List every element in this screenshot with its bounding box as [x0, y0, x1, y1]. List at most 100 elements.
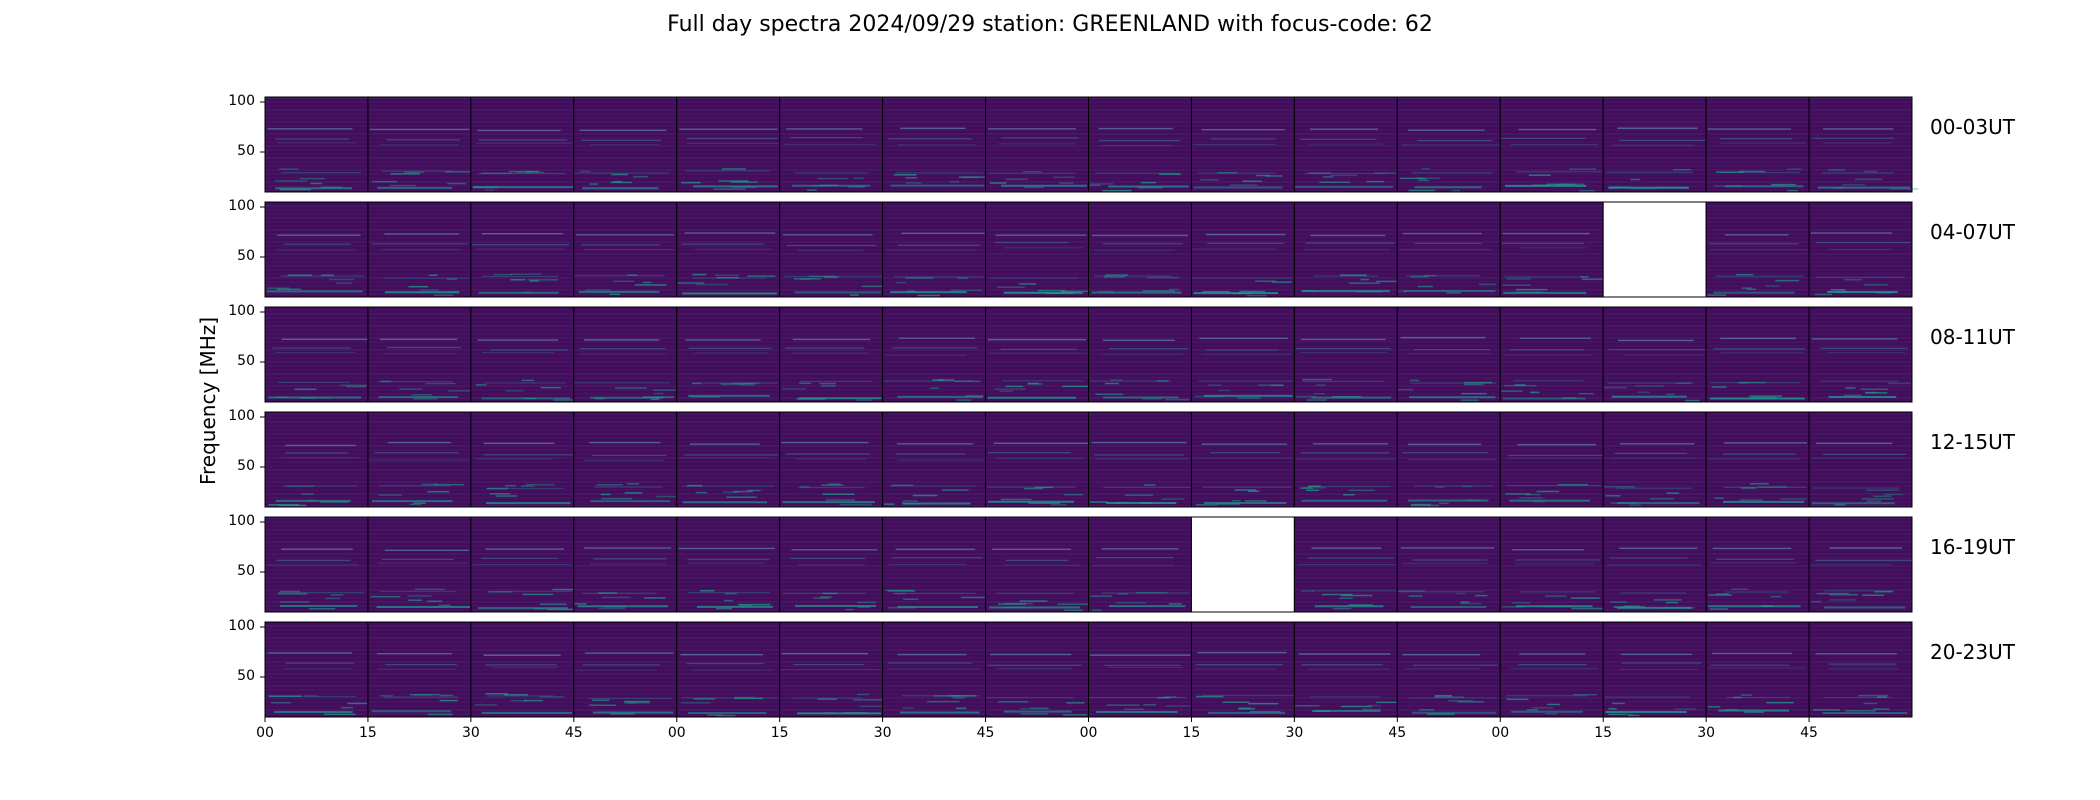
signal-speckle: [1147, 276, 1180, 279]
signal-speckle: [817, 177, 849, 180]
signal-speckle: [1858, 694, 1888, 697]
signal-speckle: [1828, 593, 1858, 596]
signal-speckle: [1376, 701, 1402, 704]
signal-speckle: [1169, 288, 1180, 291]
signal-speckle: [997, 701, 1029, 703]
signal-speckle: [716, 276, 739, 279]
signal-speckle: [1528, 174, 1551, 177]
signal-speckle: [700, 590, 715, 592]
signal-speckle: [1573, 693, 1597, 696]
signal-speckle: [1348, 489, 1376, 492]
signal-speckle: [1231, 292, 1252, 295]
signal-speckle: [1246, 294, 1267, 297]
signal-speckle: [1242, 180, 1262, 183]
signal-speckle: [487, 591, 513, 593]
signal-speckle: [1883, 493, 1904, 496]
spectrum-texture: [676, 97, 780, 192]
y-tick-label: 50: [237, 248, 255, 264]
signal-speckle: [601, 596, 631, 599]
y-tick-label: 50: [237, 458, 255, 474]
signal-speckle: [722, 491, 740, 494]
signal-speckle: [989, 182, 1007, 184]
signal-speckle: [1305, 489, 1320, 492]
signal-speckle: [938, 379, 955, 381]
signal-speckle: [1142, 290, 1176, 292]
signal-speckle: [1866, 500, 1882, 502]
signal-speckle: [1568, 168, 1596, 170]
spectra-row: [260, 201, 1913, 298]
signal-speckle: [903, 598, 919, 601]
signal-speckle: [893, 592, 907, 595]
signal-speckle: [1765, 285, 1780, 287]
signal-speckle: [895, 281, 907, 284]
signal-speckle: [1408, 595, 1423, 597]
missing-spectrum-panel: [1603, 202, 1707, 297]
signal-speckle: [1855, 178, 1883, 181]
signal-speckle: [1531, 707, 1554, 709]
y-tick-label: 100: [228, 93, 255, 109]
spectrum-texture: [367, 412, 471, 507]
signal-speckle: [917, 294, 940, 297]
signal-speckle: [1374, 172, 1406, 174]
signal-speckle: [857, 693, 870, 696]
signal-speckle: [1864, 283, 1888, 286]
signal-speckle: [1571, 607, 1604, 610]
signal-speckle: [957, 277, 968, 279]
signal-speckle: [1229, 184, 1258, 186]
signal-speckle: [1232, 499, 1241, 502]
signal-speckle: [439, 694, 454, 697]
signal-speckle: [1625, 713, 1634, 716]
signal-speckle: [714, 274, 740, 277]
signal-speckle: [1514, 384, 1526, 386]
signal-speckle: [1610, 502, 1638, 504]
signal-speckle: [1707, 706, 1721, 708]
signal-speckle: [371, 180, 397, 183]
signal-speckle: [1265, 175, 1283, 177]
signal-speckle: [602, 606, 626, 608]
signal-speckle: [427, 713, 453, 716]
signal-speckle: [1164, 696, 1177, 698]
spectrum-texture: [470, 412, 574, 507]
signal-speckle: [433, 294, 454, 296]
signal-speckle: [1873, 708, 1890, 710]
spectra-row: [260, 516, 1913, 613]
signal-speckle: [408, 285, 429, 288]
signal-speckle: [1631, 187, 1657, 190]
signal-speckle: [580, 170, 591, 173]
signal-speckle: [1110, 379, 1123, 381]
signal-speckle: [1165, 398, 1189, 401]
signal-speckle: [1019, 600, 1048, 602]
spectrum-texture: [1706, 307, 1810, 402]
signal-speckle: [1000, 498, 1032, 501]
signal-speckle: [1603, 486, 1636, 488]
signal-speckle: [427, 491, 450, 493]
signal-speckle: [534, 607, 547, 610]
signal-speckle: [1343, 493, 1355, 496]
signal-speckle: [1002, 606, 1026, 609]
x-tick-label: 00: [667, 725, 686, 741]
spectrum-texture: [470, 97, 574, 192]
signal-speckle: [1502, 606, 1524, 608]
spectrum-texture: [1706, 622, 1810, 717]
signal-speckle: [1059, 182, 1074, 184]
signal-speckle: [930, 387, 939, 390]
x-tick-label: 00: [1079, 725, 1098, 741]
signal-speckle: [1421, 168, 1431, 170]
signal-speckle: [1020, 707, 1050, 710]
signal-speckle: [1609, 601, 1628, 603]
signal-speckle: [1873, 495, 1892, 498]
signal-speckle: [1862, 594, 1884, 596]
signal-speckle: [404, 171, 424, 174]
signal-speckle: [1158, 173, 1182, 175]
spectrum-texture: [985, 307, 1089, 402]
signal-speckle: [1876, 696, 1887, 698]
signal-speckle: [1675, 382, 1692, 384]
spectrum-texture: [1809, 307, 1912, 402]
signal-speckle: [1410, 504, 1440, 507]
signal-speckle: [1270, 384, 1284, 387]
signal-speckle: [425, 382, 456, 385]
signal-speckle: [1544, 712, 1558, 715]
spectrum-texture: [1603, 412, 1707, 507]
signal-speckle: [1629, 504, 1641, 506]
